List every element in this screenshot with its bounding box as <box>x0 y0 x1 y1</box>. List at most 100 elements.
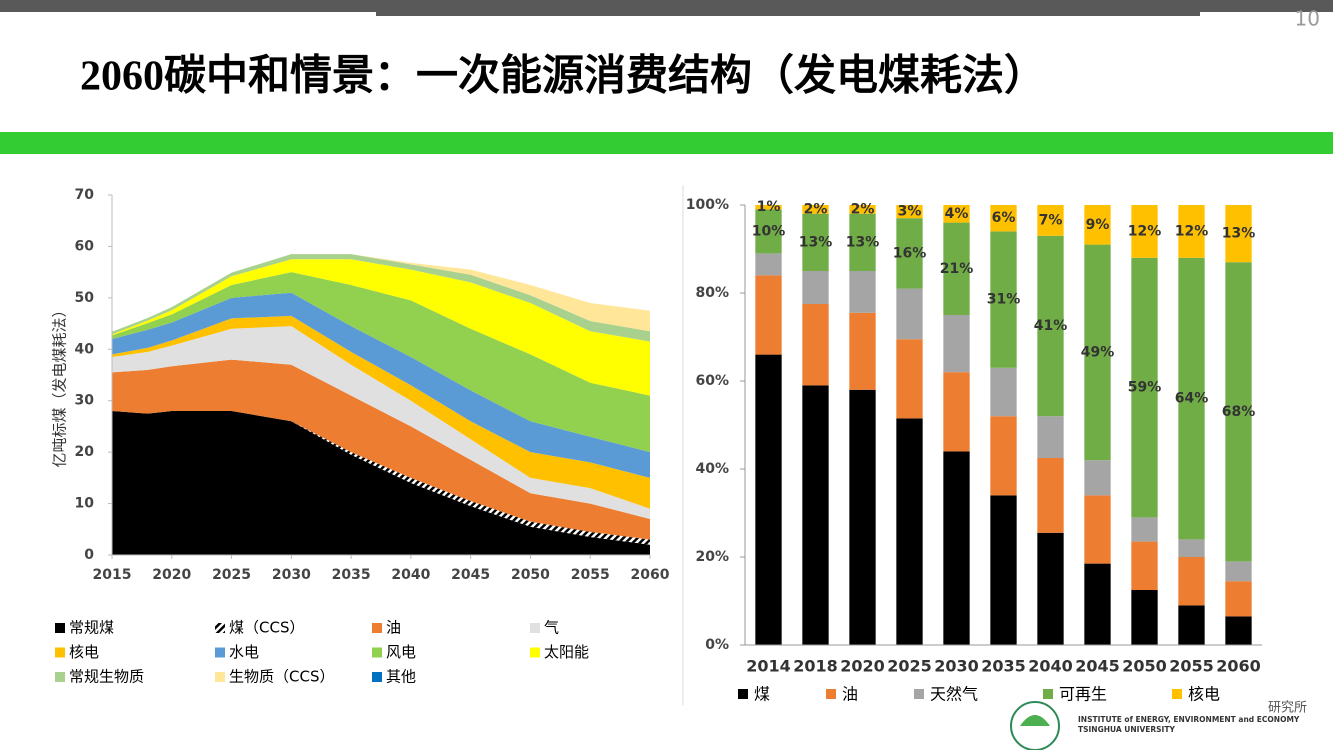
x-tick-label: 2014 <box>746 657 791 676</box>
bar-segment <box>1131 517 1158 542</box>
bar-segment <box>896 218 923 289</box>
logo: 研究所 INSTITUTE of ENERGY, ENVIRONMENT and… <box>1010 701 1307 750</box>
x-tick-label: 2025 <box>212 567 251 583</box>
bar-segment <box>1037 235 1064 417</box>
bar-segment <box>1037 416 1064 458</box>
bar-segment <box>755 253 782 276</box>
footer-en: TSINGHUA UNIVERSITY <box>1078 725 1175 734</box>
x-tick-label: 2050 <box>511 567 550 583</box>
y-tick-label: 100% <box>686 197 729 213</box>
legend-label: 生物质（CCS） <box>229 668 334 686</box>
legend-swatch <box>530 647 540 658</box>
data-label: 41% <box>1034 318 1068 334</box>
bar-segment <box>802 304 829 386</box>
bar-segment <box>990 495 1017 645</box>
y-tick-label: 20% <box>695 549 729 565</box>
legend-swatch <box>372 672 382 682</box>
y-tick-label: 20 <box>75 444 95 460</box>
y-tick-label: 50 <box>75 290 95 306</box>
bar-segment <box>1225 616 1252 645</box>
x-tick-label: 2035 <box>332 567 371 583</box>
y-axis-label: 亿吨标煤（发电煤耗法） <box>51 302 69 467</box>
y-tick-label: 30 <box>75 393 95 409</box>
legend-label: 太阳能 <box>544 643 589 661</box>
x-tick-label: 2060 <box>631 567 670 583</box>
area <box>112 411 650 555</box>
data-label: 64% <box>1175 391 1209 407</box>
data-label: 12% <box>1175 223 1209 239</box>
legend-label: 常规生物质 <box>69 668 144 686</box>
data-label: 16% <box>893 245 927 261</box>
data-label: 2% <box>804 201 828 217</box>
top-bar-accent <box>376 12 1200 16</box>
bar-segment <box>1225 561 1252 582</box>
legend-label: 煤（CCS） <box>229 619 304 637</box>
x-tick-label: 2040 <box>1028 657 1073 676</box>
bar-segment <box>990 416 1017 496</box>
x-tick-label: 2060 <box>1216 657 1261 676</box>
data-label: 2% <box>851 201 875 217</box>
top-bar <box>0 0 1333 12</box>
x-tick-label: 2040 <box>391 567 430 583</box>
y-tick-label: 60 <box>75 238 95 254</box>
bar-segment <box>849 271 876 313</box>
bar-segment <box>990 367 1017 417</box>
y-tick-label: 40% <box>695 461 729 477</box>
data-label: 12% <box>1128 223 1162 239</box>
y-tick-label: 0 <box>84 547 94 563</box>
y-tick-label: 40 <box>75 341 95 357</box>
legend-label: 风电 <box>386 643 416 661</box>
data-label: 21% <box>940 261 974 277</box>
x-tick-label: 2050 <box>1122 657 1167 676</box>
x-tick-label: 2055 <box>1169 657 1214 676</box>
x-tick-label: 2020 <box>152 567 191 583</box>
legend-swatch <box>55 672 65 682</box>
data-label: 3% <box>898 204 922 220</box>
bar-segment <box>755 275 782 355</box>
bar-segment <box>1225 262 1252 562</box>
legend-label: 油 <box>386 619 401 637</box>
bar-segment <box>943 315 970 373</box>
area <box>112 359 650 540</box>
x-tick-label: 2030 <box>934 657 979 676</box>
legend-label: 煤 <box>754 685 770 704</box>
bar-segment <box>1084 495 1111 564</box>
legend-label: 油 <box>842 685 858 704</box>
bar-segment <box>802 205 829 214</box>
legend-swatch <box>826 689 836 699</box>
legend-swatch <box>215 623 225 633</box>
data-label: 10% <box>752 223 786 239</box>
bar-segment <box>1084 563 1111 645</box>
bar-segment <box>1225 205 1252 263</box>
x-tick-label: 2020 <box>840 657 885 676</box>
bar-segment <box>1131 257 1158 518</box>
bar-segment <box>849 205 876 214</box>
bar-segment <box>1131 590 1158 645</box>
bar-segment <box>1178 257 1205 540</box>
bar-segment <box>1178 539 1205 557</box>
y-tick-label: 70 <box>75 187 95 203</box>
bar-segment <box>802 213 829 271</box>
data-label: 7% <box>1039 212 1063 228</box>
x-tick-label: 2018 <box>793 657 838 676</box>
legend-label: 气 <box>544 619 559 637</box>
x-tick-label: 2015 <box>93 567 132 583</box>
bar-segment <box>896 288 923 340</box>
area <box>112 292 650 478</box>
legend-swatch <box>372 647 382 658</box>
bar-segment <box>1084 460 1111 496</box>
y-tick-label: 0% <box>705 637 729 653</box>
bar-segment <box>849 312 876 390</box>
bar-segment <box>943 372 970 452</box>
area <box>112 315 650 509</box>
legend-swatch <box>530 623 540 633</box>
footer-cn: 研究所 <box>1268 701 1307 716</box>
x-tick-label: 2055 <box>571 567 610 583</box>
x-tick-label: 2045 <box>1075 657 1120 676</box>
data-label: 9% <box>1086 217 1110 233</box>
bar-segment <box>1178 205 1205 258</box>
bar-segment <box>849 389 876 645</box>
bar-segment <box>1037 458 1064 533</box>
legend-swatch <box>215 672 225 682</box>
